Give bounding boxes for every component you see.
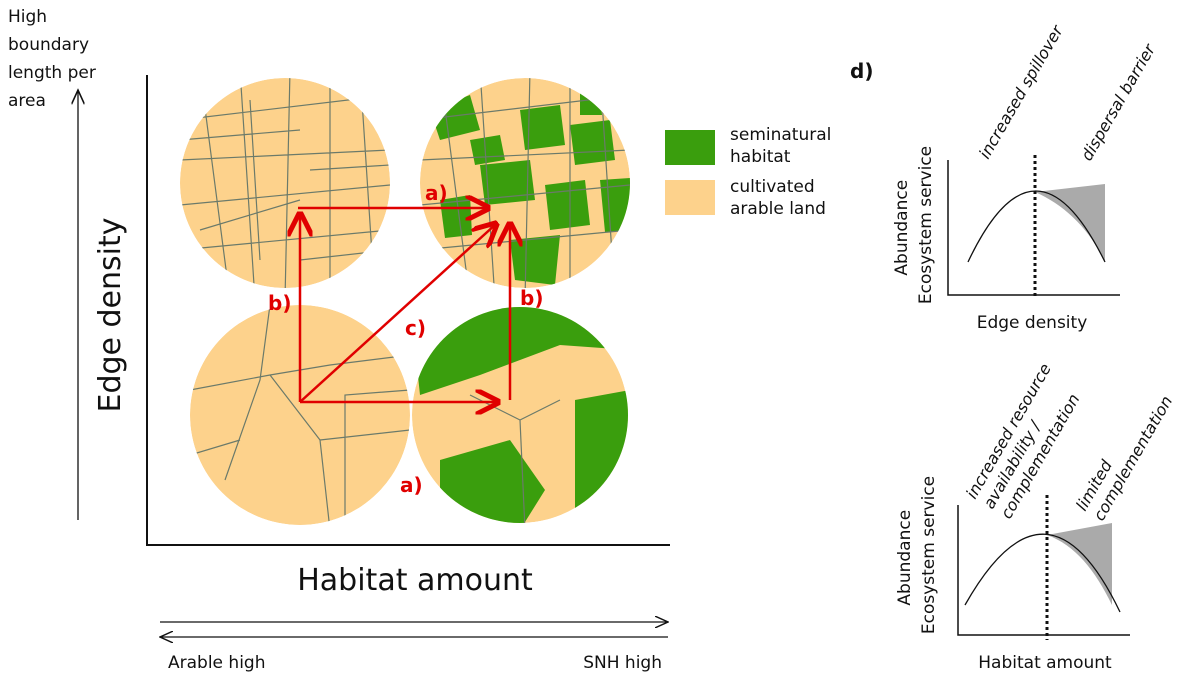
legend-swatch	[665, 130, 715, 165]
legend-label: cultivated arable land	[730, 177, 826, 219]
line: habitat	[730, 147, 791, 167]
landscape-bottom-right	[412, 307, 628, 523]
line: increased spillover	[975, 21, 1067, 162]
y-axis-label: Edge density	[93, 217, 128, 412]
line: area	[8, 91, 46, 111]
line: Abundance	[892, 180, 912, 276]
line: Ecosystem service	[919, 476, 939, 634]
axes	[146, 75, 670, 546]
x-label: Habitat amount	[978, 653, 1112, 673]
panel-d-top: Abundance Ecosystem service Edge density…	[892, 21, 1160, 333]
panel-label: d)	[850, 59, 873, 83]
arrow-label: c)	[405, 316, 426, 340]
legend-label: seminatural habitat	[730, 125, 837, 167]
annotation: increased spillover	[975, 21, 1067, 162]
arrow-label: b)	[268, 291, 291, 315]
line: High	[8, 7, 47, 27]
x-arrow-right-label: SNH high	[583, 653, 662, 673]
y-arrow-label: High boundary length per area	[8, 7, 101, 111]
annotation: dispersal barrier	[1077, 40, 1160, 164]
panel-d-bottom: Abundance Ecosystem service Habitat amou…	[895, 356, 1176, 673]
annotation: increased resource availability / comple…	[962, 356, 1092, 522]
line: arable land	[730, 199, 826, 219]
legend-swatch	[665, 180, 715, 215]
x-arrow-left-label: Arable high	[168, 653, 265, 673]
line: boundary	[8, 35, 89, 55]
landscape-top-left	[180, 78, 390, 288]
line: complementation	[1089, 392, 1176, 524]
line: Ecosystem service	[916, 146, 936, 304]
arrow-label: a)	[425, 181, 448, 205]
arrow-label: a)	[400, 473, 423, 497]
annotation: limited complementation	[1072, 382, 1176, 524]
line: cultivated	[730, 177, 815, 197]
line: length per	[8, 63, 96, 83]
line: Abundance	[895, 510, 915, 606]
y-label: Abundance Ecosystem service	[895, 476, 939, 634]
arrow-label: b)	[520, 286, 543, 310]
line: seminatural	[730, 125, 831, 145]
arrows	[298, 208, 510, 402]
x-label: Edge density	[977, 313, 1088, 333]
line: dispersal barrier	[1077, 40, 1160, 164]
y-label: Abundance Ecosystem service	[892, 146, 936, 304]
x-axis-label: Habitat amount	[297, 563, 533, 598]
